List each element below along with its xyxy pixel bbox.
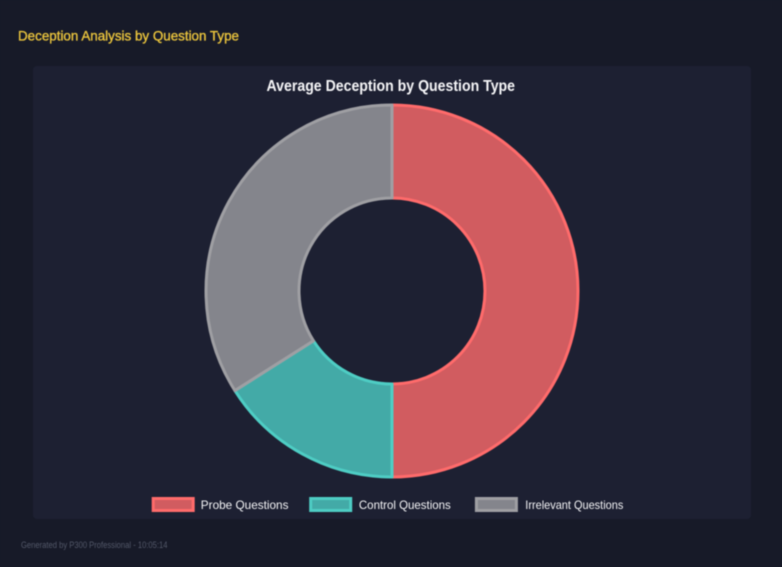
svg-text:Generated by P300 Professional: Generated by P300 Professional - 10:05:1…: [21, 540, 168, 550]
svg-text:Control Questions: Control Questions: [359, 498, 451, 512]
svg-text:Irrelevant Questions: Irrelevant Questions: [525, 498, 623, 512]
svg-text:Deception Analysis by Question: Deception Analysis by Question Type: [18, 28, 239, 44]
svg-text:Average Deception by Question: Average Deception by Question Type: [267, 78, 516, 95]
svg-text:Probe Questions: Probe Questions: [201, 498, 289, 512]
